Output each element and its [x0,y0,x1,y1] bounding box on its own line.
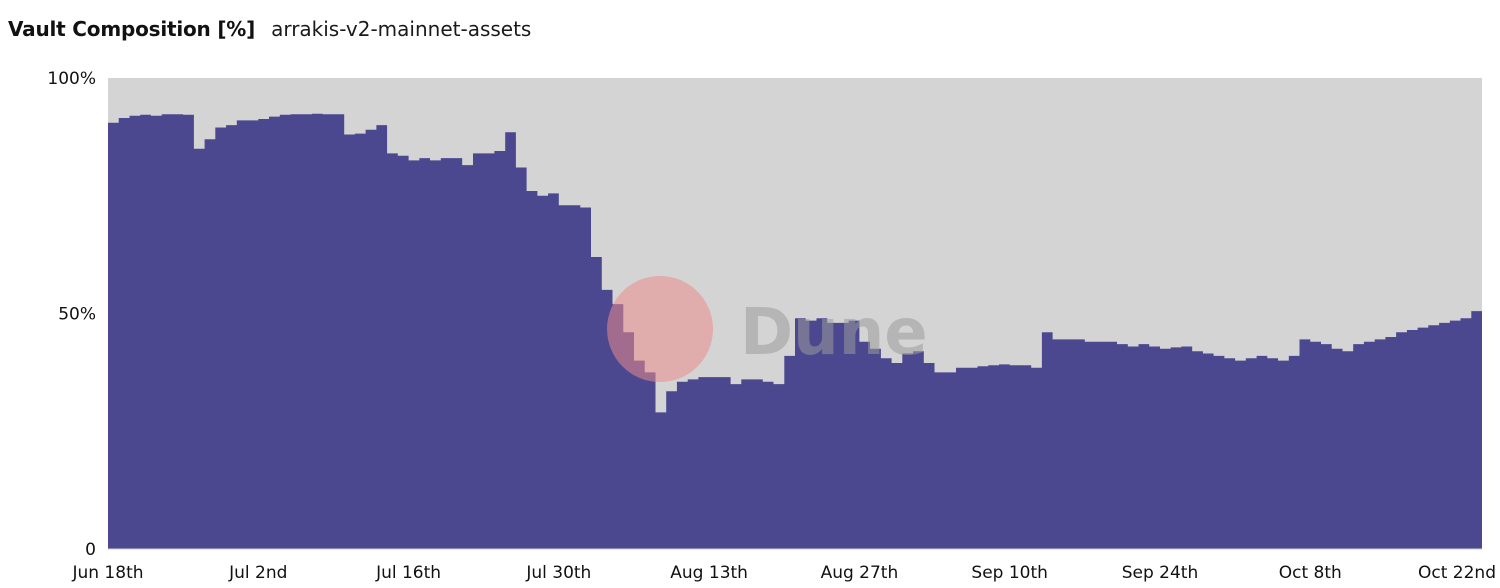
dune-logo-circle-icon [607,276,713,382]
x-tick-label: Aug 13th [670,563,748,583]
y-tick-label: 100% [47,69,96,89]
x-tick-label: Sep 24th [1122,563,1199,583]
x-tick-label: Oct 22nd [1418,563,1496,583]
x-tick-label: Oct 8th [1279,563,1342,583]
y-tick-label: 50% [58,305,96,325]
x-tick-label: Sep 10th [971,563,1048,583]
dune-watermark: Dune [607,276,928,382]
x-tick-label: Jul 30th [525,563,591,583]
x-tick-label: Jun 18th [71,563,143,583]
x-tick-label: Jul 16th [375,563,441,583]
x-tick-label: Aug 27th [821,563,899,583]
watermark-text: Dune [740,296,928,370]
chart-subtitle: arrakis-v2-mainnet-assets [271,17,532,41]
series-area-primary [108,113,1482,550]
chart-header: Vault Composition [%] arrakis-v2-mainnet… [8,14,531,44]
x-tick-label: Jul 2nd [228,563,287,583]
chart-title: Vault Composition [%] [8,17,256,41]
y-tick-label: 0 [85,540,96,560]
